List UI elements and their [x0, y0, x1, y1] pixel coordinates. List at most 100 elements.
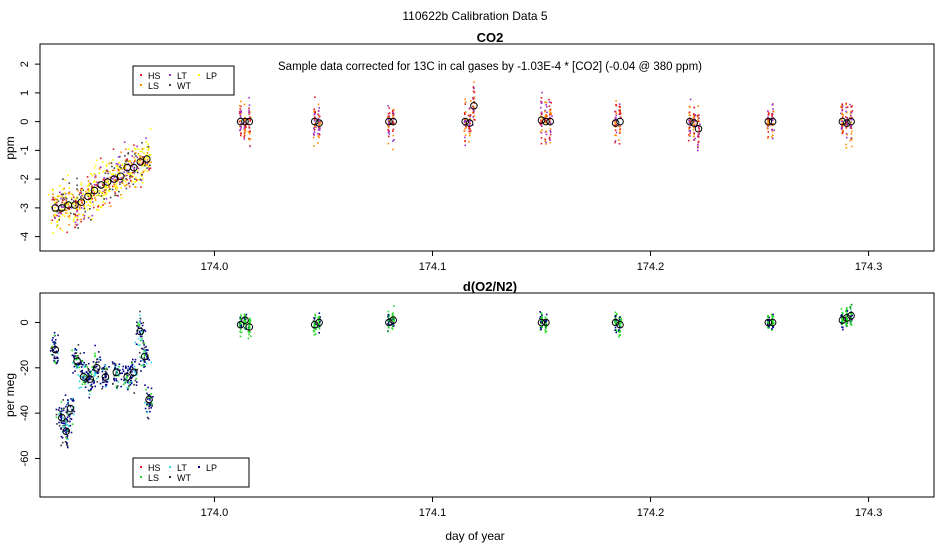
co2-data-point: [124, 166, 126, 169]
co2-data-point: [767, 113, 770, 116]
o2n2-mean-marker: [73, 357, 81, 365]
o2n2-data-point: [138, 363, 141, 365]
co2-data-point: [698, 136, 700, 138]
co2-mean-marker: [116, 172, 125, 181]
co2-data-point: [392, 148, 394, 151]
co2-data-point: [696, 116, 699, 118]
co2-data-point: [63, 187, 65, 190]
co2-data-point: [387, 112, 390, 115]
co2-data-point: [142, 164, 144, 166]
co2-data-point: [545, 141, 547, 144]
o2n2-data-point: [143, 364, 146, 367]
co2-data-point: [117, 168, 119, 171]
co2-data-point: [119, 183, 121, 185]
co2-data-point: [845, 103, 847, 106]
co2-data-point: [140, 179, 143, 182]
co2-data-point: [132, 171, 134, 174]
co2-data-point: [54, 207, 56, 209]
o2n2-data-point: [77, 355, 79, 357]
o2n2-data-point: [60, 444, 62, 447]
o2n2-data-point: [104, 380, 107, 382]
co2-data-point: [845, 120, 848, 123]
co2-data-point: [473, 81, 475, 83]
o2n2-data-point: [101, 381, 104, 384]
o2n2-data-point: [772, 320, 774, 322]
co2-data-point: [249, 119, 251, 121]
o2n2-data-point: [130, 381, 133, 383]
o2n2-data-point: [75, 357, 78, 360]
co2-data-point: [86, 194, 88, 196]
co2-data-point: [68, 215, 71, 217]
o2n2-data-point: [67, 400, 70, 403]
o2n2-data-point: [139, 332, 141, 335]
co2-data-point: [849, 103, 851, 106]
co2-data-point: [850, 121, 852, 124]
co2-data-point: [766, 127, 769, 130]
co2-data-point: [468, 124, 470, 126]
co2-data-point: [240, 105, 242, 108]
o2n2-y-axis-label: per meg: [3, 373, 17, 417]
co2-data-point: [117, 195, 119, 197]
co2-data-point: [544, 114, 547, 117]
o2n2-data-point: [134, 341, 136, 344]
co2-data-point: [129, 161, 132, 163]
o2n2-data-point: [57, 409, 60, 411]
co2-data-point: [767, 122, 769, 124]
o2n2-data-point: [85, 364, 88, 366]
co2-data-point: [141, 173, 143, 176]
o2n2-data-point: [392, 324, 395, 327]
o2n2-data-point: [126, 376, 128, 379]
co2-data-point: [76, 224, 78, 226]
co2-data-point: [134, 160, 136, 162]
co2-data-point: [539, 130, 542, 133]
co2-data-point: [132, 162, 135, 164]
co2-data-point: [76, 188, 78, 190]
co2-data-point: [58, 215, 60, 217]
co2-data-point: [465, 126, 467, 129]
o2n2-mean-marker: [616, 320, 624, 329]
o2n2-data-point: [97, 351, 100, 353]
o2n2-data-point: [238, 323, 241, 326]
co2-data-point: [62, 206, 65, 208]
co2-data-point: [126, 158, 128, 161]
co2-data-point: [137, 148, 140, 150]
o2n2-data-point: [115, 378, 117, 380]
co2-data-point: [102, 190, 104, 193]
o2n2-data-point: [248, 324, 251, 326]
co2-data-point: [90, 219, 92, 221]
o2n2-data-point: [618, 334, 621, 336]
co2-data-point: [141, 182, 144, 184]
co2-data-point: [136, 145, 138, 148]
co2-data-point: [120, 187, 123, 189]
co2-data-point: [87, 195, 90, 197]
o2n2-data-point: [245, 328, 247, 330]
co2-data-point: [75, 199, 77, 202]
co2-data-point: [619, 124, 622, 127]
co2-data-point: [694, 118, 696, 120]
co2-data-point: [88, 187, 90, 190]
o2n2-data-point: [845, 323, 847, 325]
co2-data-point: [318, 107, 320, 109]
co2-data-point: [698, 133, 701, 135]
co2-mean-marker: [694, 125, 703, 133]
co2-mean-marker: [616, 117, 624, 126]
co2-data-point: [67, 203, 70, 206]
o2n2-data-point: [138, 351, 141, 354]
co2-data-point: [149, 154, 152, 156]
o2n2-data-point: [387, 323, 389, 325]
co2-data-point: [318, 136, 321, 139]
o2n2-mean-marker: [310, 320, 319, 329]
co2-data-point: [313, 116, 316, 119]
o2n2-data-point: [140, 335, 143, 338]
o2n2-data-point: [52, 349, 55, 352]
co2-mean-marker: [110, 175, 118, 183]
co2-data-point: [540, 111, 543, 114]
co2-data-point: [471, 111, 474, 114]
o2n2-data-point: [616, 313, 618, 315]
co2-data-point: [469, 122, 471, 125]
co2-data-point: [464, 103, 467, 105]
o2n2-data-point: [619, 316, 621, 318]
o2n2-data-point: [58, 413, 60, 415]
o2n2-data-point: [148, 407, 150, 410]
o2n2-data-point: [107, 378, 110, 381]
